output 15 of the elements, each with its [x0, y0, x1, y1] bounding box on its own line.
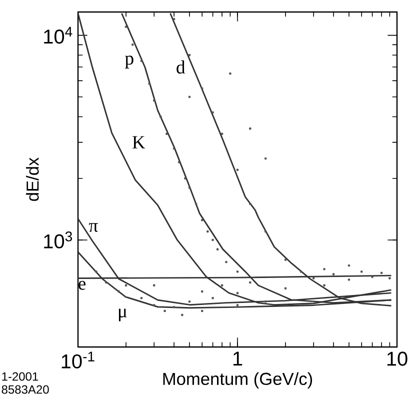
series-label: e — [78, 280, 86, 290]
text: 8583A20 — [2, 385, 49, 394]
series-label: K — [132, 136, 146, 148]
x-tick-label: 10 — [387, 352, 408, 366]
y-axis-title: dE/dx — [26, 158, 39, 201]
series-label: μ — [118, 308, 127, 322]
series-label: π — [88, 223, 98, 232]
series-label: p — [125, 56, 134, 68]
x-tick-label: 1 — [233, 352, 242, 366]
y-tick-label: 10$^{3}$ — [44, 232, 72, 248]
series-label: d — [176, 60, 186, 74]
x-tick-label: 10$^{-1}$ — [62, 352, 94, 368]
text: 1-2001 — [2, 372, 38, 381]
x-axis-title: Momentum (GeV/c) — [163, 372, 312, 388]
y-tick-label: 10$^{4}$ — [44, 26, 72, 44]
